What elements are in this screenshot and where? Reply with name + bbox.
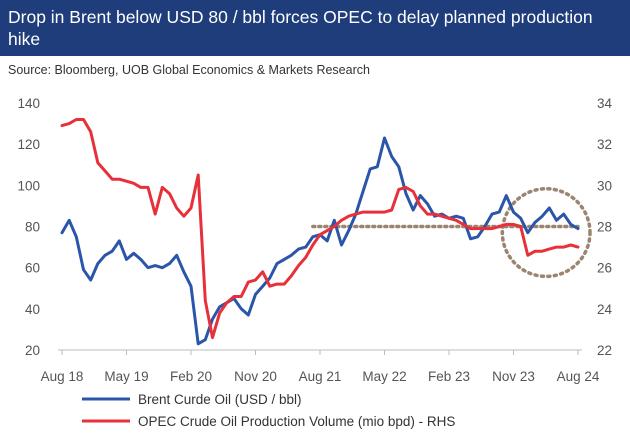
y-right-tick-label: 26 — [597, 261, 612, 276]
chart-legend: Brent Curde Oil (USD / bbl) OPEC Crude Oi… — [82, 392, 455, 429]
y-right-tick-label: 30 — [597, 178, 612, 193]
chart-series — [60, 118, 580, 346]
x-tick-label: Aug 18 — [41, 369, 84, 384]
x-tick-label: Feb 20 — [170, 369, 212, 384]
y-left-tick-label: 20 — [25, 343, 40, 358]
x-tick-label: Aug 24 — [557, 369, 600, 384]
y-right-tick-label: 34 — [597, 96, 613, 111]
y-right-tick-label: 24 — [597, 302, 613, 317]
x-tick-label: Nov 23 — [492, 369, 535, 384]
y-right-tick-label: 32 — [597, 137, 612, 152]
chart-axes — [58, 349, 582, 355]
annotation-circle — [500, 186, 592, 279]
x-tick-label: Nov 20 — [234, 369, 277, 384]
y-left-tick-label: 120 — [17, 137, 40, 152]
y-right-tick-label: 22 — [597, 343, 612, 358]
y-left-tick-label: 40 — [25, 302, 40, 317]
x-tick-label: Aug 21 — [299, 369, 342, 384]
y-right-tick-label: 28 — [597, 220, 612, 235]
x-tick-label: Feb 23 — [428, 369, 470, 384]
opec-series-line — [60, 118, 580, 340]
y-left-tick-label: 80 — [25, 220, 40, 235]
x-tick-label: May 19 — [104, 369, 148, 384]
brent-series-line — [60, 136, 580, 346]
legend-label: OPEC Crude Oil Production Volume (mio bp… — [138, 414, 455, 429]
chart-title: Drop in Brent below USD 80 / bbl forces … — [8, 7, 593, 49]
y-left-tick-label: 100 — [17, 178, 40, 193]
y-left-tick-label: 140 — [17, 96, 40, 111]
chart-source: Source: Bloomberg, UOB Global Economics … — [8, 63, 370, 77]
chart-annotations — [311, 186, 592, 279]
legend-label: Brent Curde Oil (USD / bbl) — [138, 392, 302, 407]
chart-tick-labels: 20 40 60 80 100 120 140 22 24 26 28 30 32 34 Aug 18 May… — [17, 96, 612, 384]
title-bar — [0, 0, 630, 56]
x-tick-label: May 22 — [362, 369, 406, 384]
y-left-tick-label: 60 — [25, 261, 40, 276]
